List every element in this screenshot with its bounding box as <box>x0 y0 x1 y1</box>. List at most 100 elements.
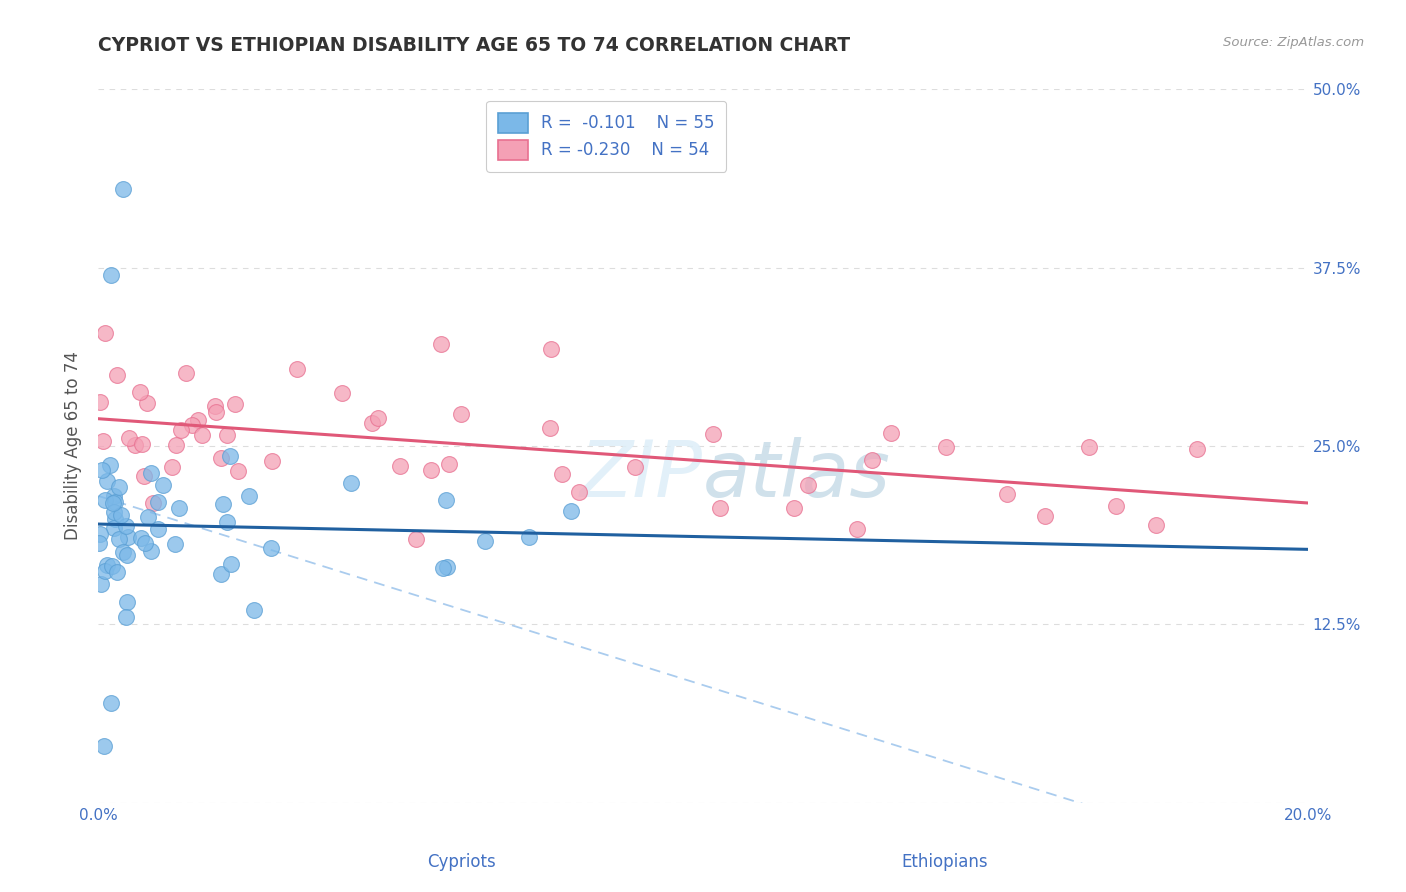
Point <box>879 426 901 441</box>
Point <box>709 500 731 515</box>
Text: CYPRIOT VS ETHIOPIAN DISABILITY AGE 65 TO 74 CORRELATION CHART: CYPRIOT VS ETHIOPIAN DISABILITY AGE 65 T… <box>98 36 851 54</box>
Point <box>224 397 246 411</box>
Point <box>367 411 389 425</box>
Point <box>165 438 187 452</box>
Text: Cypriots: Cypriots <box>427 853 495 871</box>
Point <box>165 537 187 551</box>
Point <box>110 508 132 523</box>
Point <box>285 361 308 376</box>
Point <box>1144 518 1167 533</box>
Point <box>129 384 152 399</box>
Point <box>89 526 111 541</box>
Point <box>238 489 260 503</box>
Point <box>136 510 159 524</box>
Point <box>105 565 128 579</box>
Point <box>98 458 121 472</box>
Point <box>160 460 183 475</box>
Point <box>132 469 155 483</box>
Point <box>105 368 128 382</box>
Y-axis label: Disability Age 65 to 74: Disability Age 65 to 74 <box>65 351 83 541</box>
Point <box>139 544 162 558</box>
Point <box>211 497 233 511</box>
Point <box>845 522 868 536</box>
Point <box>517 530 540 544</box>
Point <box>100 268 122 282</box>
Point <box>219 449 242 463</box>
Point <box>243 603 266 617</box>
Point <box>111 545 134 559</box>
Point <box>219 557 242 571</box>
Point <box>115 595 138 609</box>
Point <box>174 366 197 380</box>
Point <box>360 416 382 430</box>
Point <box>89 395 111 409</box>
Point <box>540 342 562 356</box>
Point <box>405 533 427 547</box>
Point <box>100 696 122 710</box>
Point <box>118 431 141 445</box>
Point <box>436 559 458 574</box>
Point <box>260 541 283 556</box>
Point <box>215 515 238 529</box>
Legend: R =  -0.101    N = 55, R = -0.230    N = 54: R = -0.101 N = 55, R = -0.230 N = 54 <box>486 101 727 172</box>
Point <box>103 521 125 535</box>
Point <box>148 495 170 509</box>
Point <box>260 454 283 468</box>
Point <box>1035 509 1057 524</box>
Point <box>91 463 114 477</box>
Point <box>94 493 117 508</box>
Point <box>135 396 157 410</box>
Point <box>115 610 138 624</box>
Point <box>434 492 457 507</box>
Point <box>437 458 460 472</box>
Point <box>474 534 496 549</box>
Point <box>111 182 134 196</box>
Point <box>538 421 561 435</box>
Point <box>104 512 127 526</box>
Point <box>995 487 1018 501</box>
Point <box>169 423 191 437</box>
Point <box>124 438 146 452</box>
Point <box>624 459 647 474</box>
Point <box>103 505 125 519</box>
Point <box>131 436 153 450</box>
Point <box>90 577 112 591</box>
Point <box>152 477 174 491</box>
Point <box>101 496 124 510</box>
Point <box>205 405 228 419</box>
Text: Source: ZipAtlas.com: Source: ZipAtlas.com <box>1223 36 1364 49</box>
Point <box>450 407 472 421</box>
Text: ZIP: ZIP <box>581 436 703 513</box>
Point <box>935 440 957 454</box>
Point <box>115 548 138 562</box>
Point <box>209 450 232 465</box>
Point <box>101 558 124 573</box>
Point <box>388 459 411 474</box>
Point <box>783 501 806 516</box>
Text: Ethiopians: Ethiopians <box>901 853 988 871</box>
Point <box>93 739 115 753</box>
Point <box>332 385 354 400</box>
Point <box>96 558 118 572</box>
Point <box>860 453 883 467</box>
Point <box>115 519 138 533</box>
Point <box>94 564 117 578</box>
Point <box>96 474 118 488</box>
Point <box>108 532 131 546</box>
Text: atlas: atlas <box>703 436 891 513</box>
Point <box>1187 442 1209 456</box>
Point <box>134 535 156 549</box>
Point <box>141 467 163 481</box>
Point <box>107 480 129 494</box>
Point <box>702 426 724 441</box>
Point <box>142 496 165 510</box>
Point <box>181 418 204 433</box>
Point <box>797 478 820 492</box>
Point <box>204 399 226 413</box>
Point <box>339 476 361 491</box>
Point <box>146 522 169 536</box>
Point <box>560 504 582 518</box>
Point <box>430 337 453 351</box>
Point <box>191 427 214 442</box>
Point <box>215 428 238 442</box>
